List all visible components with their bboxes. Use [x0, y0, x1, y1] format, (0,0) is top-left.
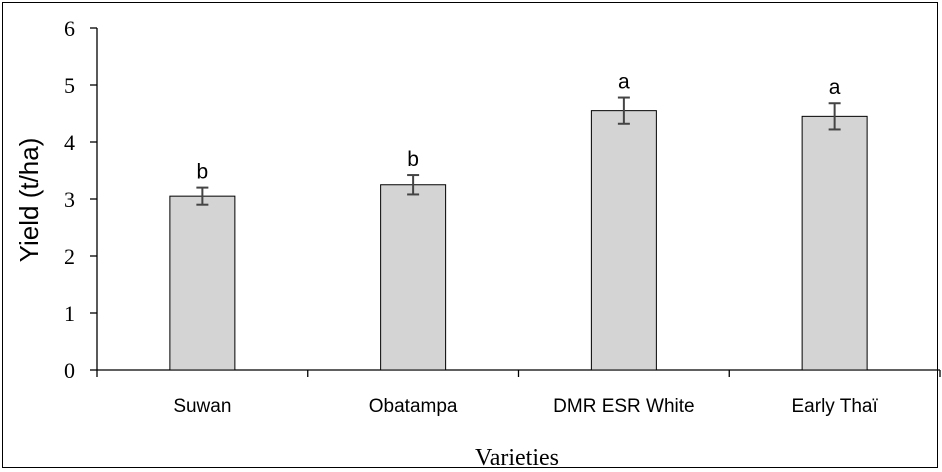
x-tick-label: Suwan — [173, 396, 231, 417]
y-tick-label: 1 — [64, 301, 75, 326]
y-tick-label: 0 — [64, 358, 75, 383]
significance-label: a — [829, 76, 841, 99]
significance-label: a — [618, 71, 630, 94]
significance-label: b — [197, 161, 209, 184]
y-axis-label: Yield (t/ha) — [14, 138, 44, 263]
y-tick-label: 2 — [64, 244, 75, 269]
bars: b b a a — [169, 71, 868, 371]
bar — [169, 195, 236, 371]
bar — [801, 115, 868, 371]
significance-label: b — [407, 148, 419, 171]
bar — [380, 184, 447, 371]
bar — [590, 110, 657, 371]
x-axis-label: Varieties — [475, 445, 559, 471]
x-tick-label: DMR ESR White — [553, 396, 694, 417]
y-tick-label: 5 — [64, 73, 75, 98]
y-tick-label: 3 — [64, 187, 75, 212]
x-tick-label: Early Thaï — [792, 396, 879, 417]
axes: 0 1 2 3 4 5 6 Suwan Obatampa DMR ESR White Early T… — [64, 16, 941, 417]
y-tick-label: 4 — [64, 130, 75, 155]
y-tick-label: 6 — [64, 16, 75, 41]
x-tick-label: Obatampa — [369, 396, 458, 417]
